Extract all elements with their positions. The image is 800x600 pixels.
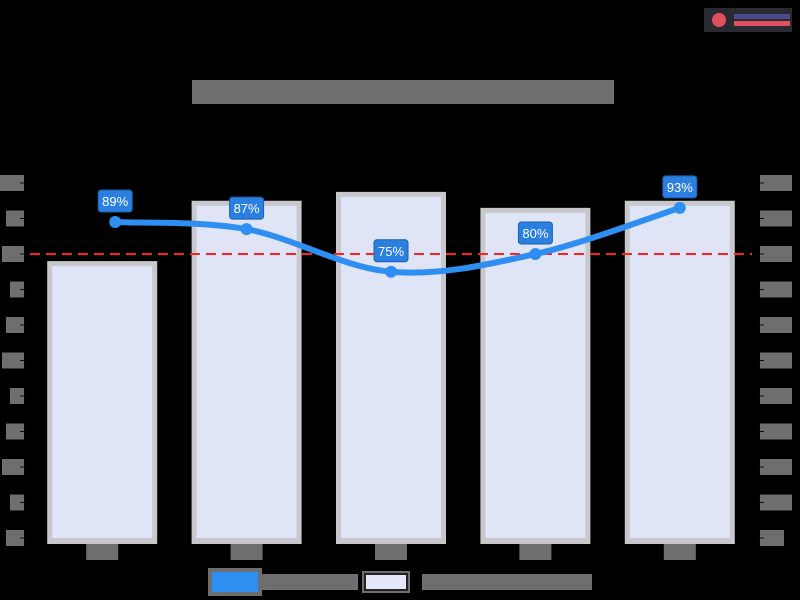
left-axis-tick-label: [0, 175, 24, 191]
right-axis-tick-label: [760, 281, 792, 298]
bar[interactable]: [191, 200, 302, 544]
data-point[interactable]: [529, 248, 542, 260]
category-label: [375, 544, 407, 560]
data-label: 87%: [229, 196, 265, 220]
category-label: [86, 544, 119, 560]
right-axis-tick-label: [760, 210, 792, 227]
right-axis-tick-label: [760, 246, 792, 262]
svg-text:80%: 80%: [522, 226, 548, 241]
right-axis-tick-label: [760, 459, 792, 475]
data-label: 80%: [517, 221, 553, 245]
data-point[interactable]: [673, 201, 686, 214]
right-axis-tick-label: [760, 494, 792, 511]
category-label: [230, 544, 263, 560]
svg-text:87%: 87%: [234, 201, 260, 216]
legend-line-label: Line series (text obscured): [262, 574, 358, 590]
data-label: 93%: [662, 175, 698, 199]
svg-text:75%: 75%: [378, 244, 404, 259]
logo-icon: [712, 13, 726, 27]
data-point[interactable]: [109, 216, 122, 229]
right-axis-tick-label: [760, 423, 792, 440]
left-axis-tick-label: [6, 530, 24, 546]
legend: Line series (text obscured) Bar series (…: [208, 568, 592, 596]
left-axis-tick-label: [10, 494, 24, 511]
data-point[interactable]: [240, 223, 253, 236]
right-axis-tick-label: [760, 175, 792, 191]
right-axis-tick-label: [760, 317, 792, 333]
left-axis-tick-label: [10, 281, 24, 298]
left-axis-tick-label: [10, 388, 24, 404]
svg-text:93%: 93%: [667, 180, 693, 195]
left-axis-tick-label: [2, 246, 24, 262]
data-label: 89%: [97, 189, 133, 213]
logo-wordmark: [734, 14, 790, 26]
left-axis-tick-label: [6, 210, 24, 227]
brand-logo: [704, 8, 792, 32]
svg-text:89%: 89%: [102, 194, 128, 209]
left-axis-tick-label: [6, 317, 24, 333]
legend-bar-swatch: [362, 571, 410, 593]
chart-title: Chart title (text obscured): [192, 80, 614, 104]
right-axis-tick-label: [760, 530, 784, 546]
left-axis-tick-label: [2, 352, 24, 369]
category-label: [519, 544, 552, 560]
left-axis-tick-label: [2, 459, 24, 475]
bar[interactable]: [624, 200, 735, 544]
left-axis-tick-label: [6, 423, 24, 440]
legend-line-swatch: [208, 568, 262, 596]
data-label: 75%: [373, 239, 409, 263]
right-axis-tick-label: [760, 352, 792, 369]
legend-bar-label: Bar series (text obscured): [422, 574, 592, 590]
category-label: [663, 544, 696, 560]
right-axis-tick-label: [760, 388, 792, 404]
data-point[interactable]: [385, 265, 397, 278]
bar[interactable]: [47, 261, 158, 544]
